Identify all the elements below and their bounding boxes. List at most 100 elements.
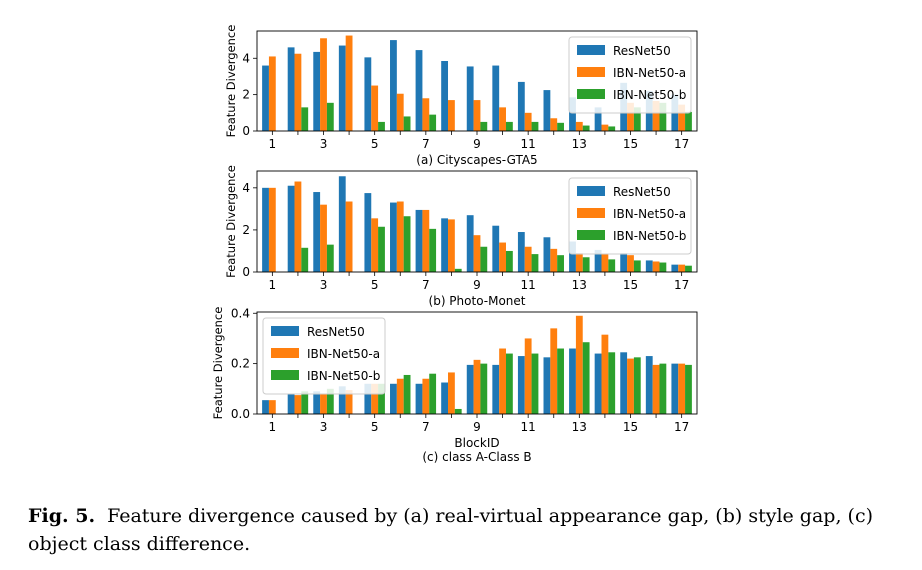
bar-resnet50-block-16: [645, 356, 653, 414]
bar-resnet50-block-11: [517, 356, 525, 414]
bar-ibn-net50-b-block-6: [403, 116, 411, 131]
bar-ibn-net50-a-block-15: [627, 358, 634, 414]
bar-ibn-net50-b-block-15: [633, 260, 641, 272]
bar-resnet50-block-1: [262, 400, 269, 414]
bar-ibn-net50-a-block-3: [320, 393, 327, 414]
bar-ibn-net50-a-block-6: [396, 93, 404, 131]
x-tick-label: 3: [320, 420, 328, 434]
bar-resnet50-block-7: [415, 50, 423, 132]
legend-label: IBN-Net50-b: [613, 88, 686, 102]
bar-ibn-net50-a-block-3: [320, 204, 327, 272]
bar-ibn-net50-a-block-2: [294, 395, 302, 414]
bar-ibn-net50-a-block-7: [422, 378, 430, 414]
bar-ibn-net50-b-block-11: [531, 353, 539, 414]
chart-subtitle: (b) Photo-Monet: [429, 294, 526, 308]
bar-ibn-net50-a-block-15: [627, 102, 634, 131]
bar-resnet50-block-13: [569, 97, 576, 131]
bar-ibn-net50-a-block-9: [473, 235, 481, 272]
bar-resnet50-block-10: [492, 225, 500, 272]
legend-swatch-ibn-net50-a: [577, 208, 605, 218]
bar-ibn-net50-b-block-3: [326, 102, 334, 131]
bar-ibn-net50-b-block-10: [505, 353, 513, 414]
bar-ibn-net50-a-block-8: [448, 100, 455, 131]
bar-ibn-net50-a-block-1: [268, 400, 276, 414]
bar-ibn-net50-b-block-6: [403, 216, 411, 272]
bar-ibn-net50-b-block-8: [454, 268, 462, 272]
bar-ibn-net50-b-block-7: [429, 228, 437, 272]
x-tick-label: 5: [371, 137, 379, 151]
x-tick-label: 11: [521, 278, 536, 292]
bar-resnet50-block-5: [364, 193, 372, 272]
bar-ibn-net50-b-block-2: [301, 391, 309, 414]
y-tick-label: 2: [242, 88, 250, 102]
legend-label: IBN-Net50-a: [307, 347, 380, 361]
bar-resnet50-block-7: [415, 383, 423, 414]
bar-resnet50-block-13: [569, 241, 576, 272]
y-tick-label: 4: [242, 181, 250, 195]
bar-ibn-net50-a-block-3: [320, 38, 327, 131]
x-tick-label: 15: [623, 278, 638, 292]
legend-label: ResNet50: [307, 325, 365, 339]
bar-resnet50-block-10: [492, 65, 500, 131]
legend-label: IBN-Net50-b: [307, 369, 380, 383]
bar-ibn-net50-a-block-4: [345, 201, 353, 272]
legend-label: IBN-Net50-a: [613, 207, 686, 221]
bar-ibn-net50-a-block-14: [601, 254, 609, 272]
bar-ibn-net50-a-block-6: [396, 201, 404, 272]
bar-ibn-net50-a-block-5: [371, 85, 379, 131]
chart-subtitle: (a) Cityscapes-GTA5: [416, 153, 537, 167]
x-tick-label: 9: [473, 420, 481, 434]
bar-ibn-net50-a-block-15: [627, 255, 634, 272]
bar-ibn-net50-a-block-11: [524, 246, 532, 272]
bar-resnet50-block-3: [313, 51, 321, 131]
legend-swatch-resnet50: [271, 326, 299, 336]
bar-resnet50-block-2: [287, 185, 295, 272]
bar-resnet50-block-15: [620, 352, 628, 414]
bar-ibn-net50-a-block-13: [575, 253, 583, 272]
y-tick-label: 0.4: [231, 306, 250, 320]
x-tick-label: 9: [473, 137, 481, 151]
bar-ibn-net50-a-block-17: [678, 104, 686, 131]
bar-resnet50-block-12: [543, 357, 551, 414]
bar-resnet50-block-14: [594, 353, 602, 414]
x-tick-label: 1: [269, 137, 277, 151]
bar-ibn-net50-b-block-9: [480, 246, 488, 272]
bar-ibn-net50-b-block-6: [403, 374, 411, 414]
legend-swatch-resnet50: [577, 45, 605, 55]
x-tick-label: 5: [371, 420, 379, 434]
bar-ibn-net50-a-block-16: [652, 364, 660, 414]
bar-ibn-net50-a-block-12: [550, 328, 558, 414]
bar-ibn-net50-a-block-12: [550, 248, 558, 272]
y-tick-label: 0.2: [231, 357, 250, 371]
bar-ibn-net50-a-block-7: [422, 98, 430, 131]
bar-ibn-net50-a-block-16: [652, 101, 660, 131]
bar-resnet50-block-1: [262, 187, 269, 272]
bar-resnet50-block-14: [594, 249, 602, 272]
bar-resnet50-block-7: [415, 209, 423, 272]
bar-ibn-net50-b-block-17: [685, 111, 692, 131]
bar-resnet50-block-8: [441, 382, 449, 414]
bar-resnet50-block-2: [287, 393, 295, 414]
bar-ibn-net50-b-block-16: [659, 363, 667, 414]
bar-resnet50-block-17: [671, 363, 679, 414]
bar-resnet50-block-10: [492, 364, 500, 414]
x-tick-label: 17: [674, 420, 689, 434]
bar-ibn-net50-b-block-10: [505, 250, 513, 272]
x-tick-label: 1: [269, 420, 277, 434]
legend-label: ResNet50: [613, 44, 671, 58]
x-tick-label: 1: [269, 278, 277, 292]
bar-resnet50-block-4: [338, 176, 346, 272]
x-tick-label: 11: [521, 420, 536, 434]
y-tick-label: 0: [242, 265, 250, 279]
x-tick-label: 9: [473, 278, 481, 292]
x-tick-label: 13: [572, 137, 587, 151]
bar-resnet50-block-12: [543, 237, 551, 272]
x-tick-label: 5: [371, 278, 379, 292]
bar-resnet50-block-16: [645, 260, 653, 272]
x-tick-label: 11: [521, 137, 536, 151]
y-axis-label: Feature Divergence: [211, 307, 225, 420]
bar-resnet50-block-8: [441, 61, 449, 131]
x-tick-label: 15: [623, 420, 638, 434]
bar-ibn-net50-b-block-14: [608, 352, 616, 414]
bar-ibn-net50-a-block-8: [448, 219, 455, 272]
